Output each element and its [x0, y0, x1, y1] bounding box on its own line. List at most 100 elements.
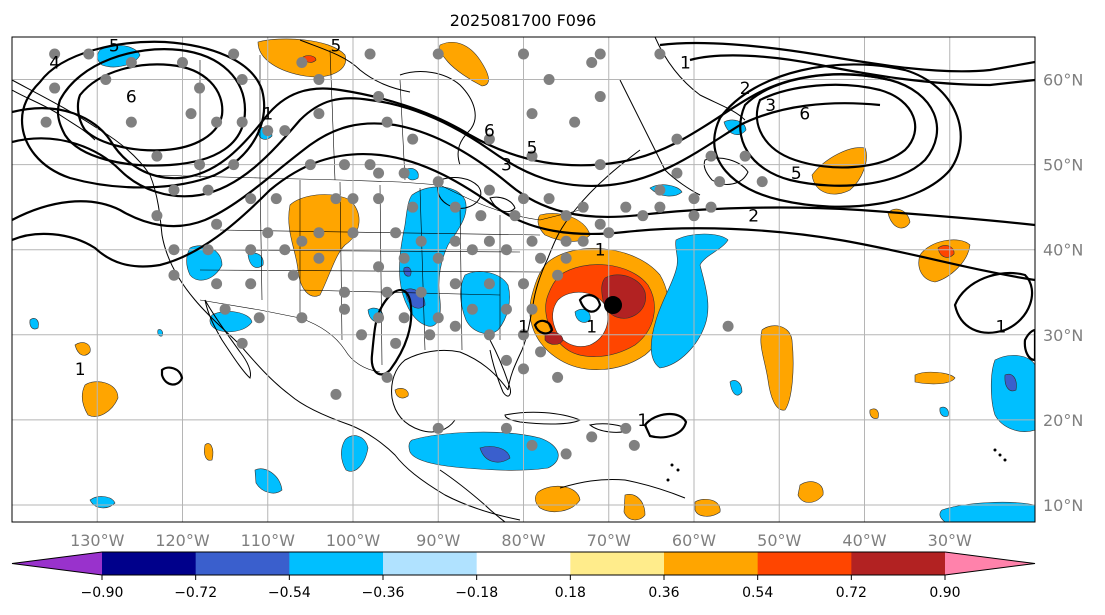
latitude-label: 10°N: [1043, 496, 1083, 515]
longitude-label: 70°W: [587, 531, 631, 550]
colorbar-segment: [851, 552, 946, 575]
station-dot: [654, 201, 666, 213]
station-dot: [398, 252, 410, 264]
station-dot: [432, 176, 444, 188]
anomaly-positive-region: [394, 388, 409, 399]
station-dot: [304, 159, 316, 171]
station-dot: [688, 193, 700, 205]
anomaly-positive-region: [694, 499, 721, 517]
contour-line: [739, 73, 939, 187]
station-dot: [466, 303, 478, 315]
station-dot: [245, 193, 257, 205]
station-dot: [211, 218, 223, 230]
contour-value-label: 1: [262, 105, 273, 125]
colorbar-segment: [570, 552, 665, 575]
island-dot: [993, 448, 997, 452]
contour-line: [20, 40, 266, 189]
colorbar-segment: [757, 552, 852, 575]
colorbar-segment: [383, 552, 478, 575]
longitude-label: 100°W: [326, 531, 381, 550]
colorbar-tick-label: 0.72: [836, 585, 867, 601]
latitude-label: 20°N: [1043, 411, 1083, 430]
colorbar-extend-high: [945, 552, 1035, 575]
station-dot: [569, 116, 581, 128]
station-dot: [373, 312, 385, 324]
station-dot: [245, 278, 257, 290]
contour-value-label: 1: [595, 241, 606, 261]
contour-value-label: 1: [586, 317, 597, 337]
latitude-label: 40°N: [1043, 241, 1083, 260]
station-dot: [560, 210, 572, 222]
station-dot: [543, 193, 555, 205]
contour-line: [713, 63, 962, 208]
contour-line: [160, 366, 184, 386]
station-dot: [637, 210, 649, 222]
station-dot: [466, 244, 478, 256]
island-dots: [666, 448, 1007, 482]
colorbar-tick-label: −0.54: [268, 585, 311, 601]
anomaly-positive-region: [914, 371, 956, 385]
contour-line: [643, 413, 688, 439]
station-dot: [390, 227, 402, 239]
station-dot: [526, 108, 538, 120]
station-dot: [330, 388, 342, 400]
station-dot: [560, 235, 572, 247]
station-dot: [211, 278, 223, 290]
colorbar-tick-label: 0.54: [742, 585, 773, 601]
contour-line: [12, 153, 1035, 282]
colorbar-tick-label: −0.36: [362, 585, 405, 601]
station-dot: [228, 48, 240, 60]
contour-line: [755, 83, 917, 169]
station-dot: [279, 244, 291, 256]
labrador-coast: [619, 79, 701, 196]
station-dot: [313, 227, 325, 239]
station-dot: [620, 201, 632, 213]
station-dot: [586, 57, 598, 69]
station-dot: [338, 159, 350, 171]
contour-value-label: 2: [748, 207, 759, 227]
island-dot: [998, 453, 1002, 457]
station-dot: [526, 439, 538, 451]
station-dot: [560, 252, 572, 264]
station-dot: [313, 74, 325, 86]
station-dot: [270, 193, 282, 205]
anomaly-negative-region: [729, 380, 743, 396]
station-dot: [756, 176, 768, 188]
station-dot: [705, 150, 717, 162]
station-dot: [586, 431, 598, 443]
figure-title: 2025081700 F096: [450, 11, 597, 30]
anomaly-positive-region: [760, 325, 794, 411]
colorbar-tick-label: −0.18: [455, 585, 498, 601]
anomaly-positive-region: [439, 41, 489, 87]
anomaly-negative-region: [460, 271, 510, 334]
station-dot: [688, 210, 700, 222]
canada-province-borders: [199, 49, 406, 181]
longitude-label: 40°W: [842, 531, 886, 550]
station-dot: [398, 312, 410, 324]
longitude-label: 90°W: [416, 531, 460, 550]
longitude-label: 80°W: [501, 531, 545, 550]
station-dot: [407, 201, 419, 213]
south-america-coast: [559, 479, 686, 499]
station-dot: [500, 422, 512, 434]
colorbar-segment: [289, 552, 384, 575]
station-dot: [168, 269, 180, 281]
station-dot: [49, 82, 61, 94]
station-dot: [739, 150, 751, 162]
contour-line: [953, 271, 1034, 334]
contour-line: [12, 122, 1035, 228]
island-dot: [1003, 458, 1007, 462]
height-contours: [12, 40, 1035, 439]
station-dot: [654, 184, 666, 196]
anomaly-positive-region: [204, 443, 214, 461]
latitude-label: 50°N: [1043, 156, 1083, 175]
map-frame: [11, 36, 1036, 523]
latitude-label: 60°N: [1043, 71, 1083, 90]
station-dot: [654, 48, 666, 60]
station-dot: [500, 303, 512, 315]
station-dot: [364, 48, 376, 60]
station-dot: [449, 278, 461, 290]
station-dot: [483, 329, 495, 341]
